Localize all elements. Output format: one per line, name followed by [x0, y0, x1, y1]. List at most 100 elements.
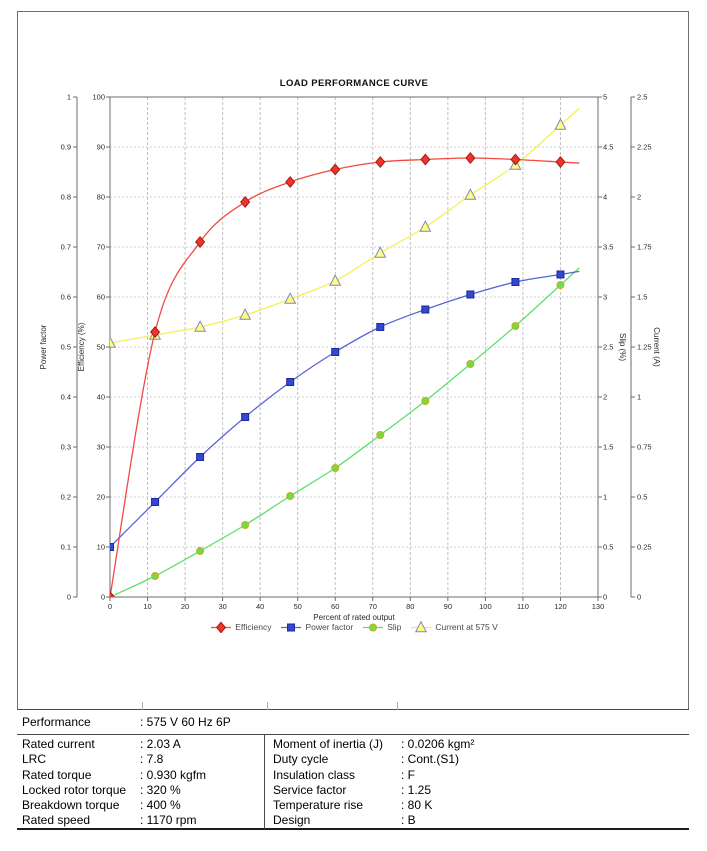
table-row: Service factor : 1.25 — [273, 783, 689, 798]
chart-legend: Efficiency Power factor Slip Current at … — [110, 621, 598, 633]
power-factor-legend-marker-icon — [281, 623, 302, 632]
svg-text:0: 0 — [101, 593, 105, 602]
svg-text:0.5: 0.5 — [603, 543, 613, 552]
legend-label: Slip — [387, 622, 402, 632]
svg-text:4.5: 4.5 — [603, 143, 613, 152]
svg-text:1.5: 1.5 — [603, 443, 613, 452]
legend-item-power-factor: Power factor — [280, 621, 353, 633]
legend-label: Power factor — [305, 622, 354, 632]
svg-text:0.3: 0.3 — [61, 443, 71, 452]
svg-text:100: 100 — [479, 602, 492, 611]
svg-text:LOAD PERFORMANCE CURVE: LOAD PERFORMANCE CURVE — [280, 78, 429, 89]
svg-text:Slip (%): Slip (%) — [618, 333, 627, 361]
svg-text:0: 0 — [67, 593, 71, 602]
svg-text:20: 20 — [97, 493, 105, 502]
svg-text:1.5: 1.5 — [637, 293, 647, 302]
svg-text:3.5: 3.5 — [603, 243, 613, 252]
svg-text:0.1: 0.1 — [61, 543, 71, 552]
table-row: Breakdown torque : 400 % — [22, 798, 264, 813]
row-value: : 1.25 — [401, 782, 432, 797]
svg-text:0: 0 — [637, 593, 641, 602]
svg-text:130: 130 — [592, 602, 605, 611]
svg-text:0.8: 0.8 — [61, 193, 71, 202]
performance-row: Performance : 575 V 60 Hz 6P — [17, 710, 689, 735]
efficiency-legend-marker-icon — [211, 621, 232, 633]
table-left-column: Rated current : 2.03 A LRC : 7.8 Rated t… — [17, 735, 264, 829]
row-label: Insulation class — [273, 767, 356, 782]
svg-text:70: 70 — [97, 243, 105, 252]
table-column-stub — [142, 702, 143, 710]
svg-text:0: 0 — [603, 593, 607, 602]
row-label: Rated speed — [22, 813, 91, 828]
svg-text:0.5: 0.5 — [637, 493, 647, 502]
svg-text:2.25: 2.25 — [637, 143, 652, 152]
svg-text:4: 4 — [603, 193, 607, 202]
legend-item-slip: Slip — [362, 621, 401, 633]
row-label: Locked rotor torque — [22, 782, 127, 797]
svg-text:80: 80 — [97, 193, 105, 202]
row-label: Rated torque — [22, 767, 92, 782]
svg-text:0.4: 0.4 — [61, 393, 71, 402]
svg-text:100: 100 — [92, 93, 105, 102]
row-value: : 575 V 60 Hz 6P — [140, 715, 231, 729]
svg-text:110: 110 — [517, 602, 529, 611]
load-performance-chart: 0 0.1 0.2 0.3 0.4 0.5 0.6 0.7 0.8 0.9 1 Power facto… — [39, 78, 661, 622]
table-row: Design : B — [273, 813, 689, 828]
table-column-stub — [267, 702, 268, 710]
svg-text:1: 1 — [67, 93, 71, 102]
svg-text:Power factor: Power factor — [39, 324, 48, 369]
row-value: : 1170 rpm — [140, 813, 197, 828]
table-row: Moment of inertia (J) : 0.0206 kgm² — [273, 737, 689, 752]
svg-text:0.9: 0.9 — [61, 143, 71, 152]
svg-text:5: 5 — [603, 93, 607, 102]
row-label: Moment of inertia (J) — [273, 737, 384, 751]
row-value: : Cont.(S1) — [401, 752, 460, 767]
specification-table: Performance : 575 V 60 Hz 6P Rated curre… — [17, 702, 689, 830]
table-row: LRC : 7.8 — [22, 752, 264, 767]
svg-text:10: 10 — [97, 543, 105, 552]
svg-text:30: 30 — [97, 443, 105, 452]
table-body: Rated current : 2.03 A LRC : 7.8 Rated t… — [17, 735, 689, 829]
table-row: Rated torque : 0.930 kgfm — [22, 768, 264, 783]
svg-text:50: 50 — [97, 343, 105, 352]
row-label: Service factor — [273, 782, 347, 797]
table-right-column: Moment of inertia (J) : 0.0206 kgm² Duty… — [264, 735, 689, 829]
svg-text:0.75: 0.75 — [637, 443, 652, 452]
table-row: Duty cycle : Cont.(S1) — [273, 752, 689, 767]
row-label: Breakdown torque — [22, 798, 120, 813]
svg-text:50: 50 — [294, 602, 302, 611]
svg-text:0.7: 0.7 — [61, 243, 71, 252]
svg-text:0.6: 0.6 — [61, 293, 71, 302]
row-value: : 7.8 — [140, 752, 164, 767]
table-row: Rated speed : 1170 rpm — [22, 813, 264, 828]
page-border — [17, 11, 689, 830]
svg-text:2: 2 — [603, 393, 607, 402]
svg-text:Percent of rated output: Percent of rated output — [313, 613, 395, 622]
svg-text:60: 60 — [97, 293, 105, 302]
svg-text:0.25: 0.25 — [637, 543, 652, 552]
slip-legend-marker-icon — [363, 623, 384, 632]
svg-text:2: 2 — [637, 193, 641, 202]
svg-text:120: 120 — [554, 602, 567, 611]
row-value: : 400 % — [140, 798, 181, 813]
row-value: : 80 K — [401, 798, 433, 813]
row-value: : 2.03 A — [140, 737, 181, 751]
row-value: : F — [401, 767, 415, 782]
row-label: Duty cycle — [273, 752, 329, 767]
legend-item-efficiency: Efficiency — [210, 621, 271, 633]
row-label: Rated current — [22, 737, 95, 751]
svg-text:2.5: 2.5 — [637, 93, 647, 102]
table-row: Locked rotor torque : 320 % — [22, 783, 264, 798]
svg-text:1: 1 — [603, 493, 607, 502]
svg-text:0.2: 0.2 — [61, 493, 71, 502]
current-legend-marker-icon — [411, 621, 432, 633]
svg-text:10: 10 — [143, 602, 151, 611]
legend-label: Current at 575 V — [435, 622, 498, 632]
svg-text:1: 1 — [637, 393, 641, 402]
legend-item-current: Current at 575 V — [410, 621, 498, 633]
svg-text:20: 20 — [181, 602, 189, 611]
svg-text:3: 3 — [603, 293, 607, 302]
svg-text:2.5: 2.5 — [603, 343, 613, 352]
row-value: : 320 % — [140, 782, 181, 797]
